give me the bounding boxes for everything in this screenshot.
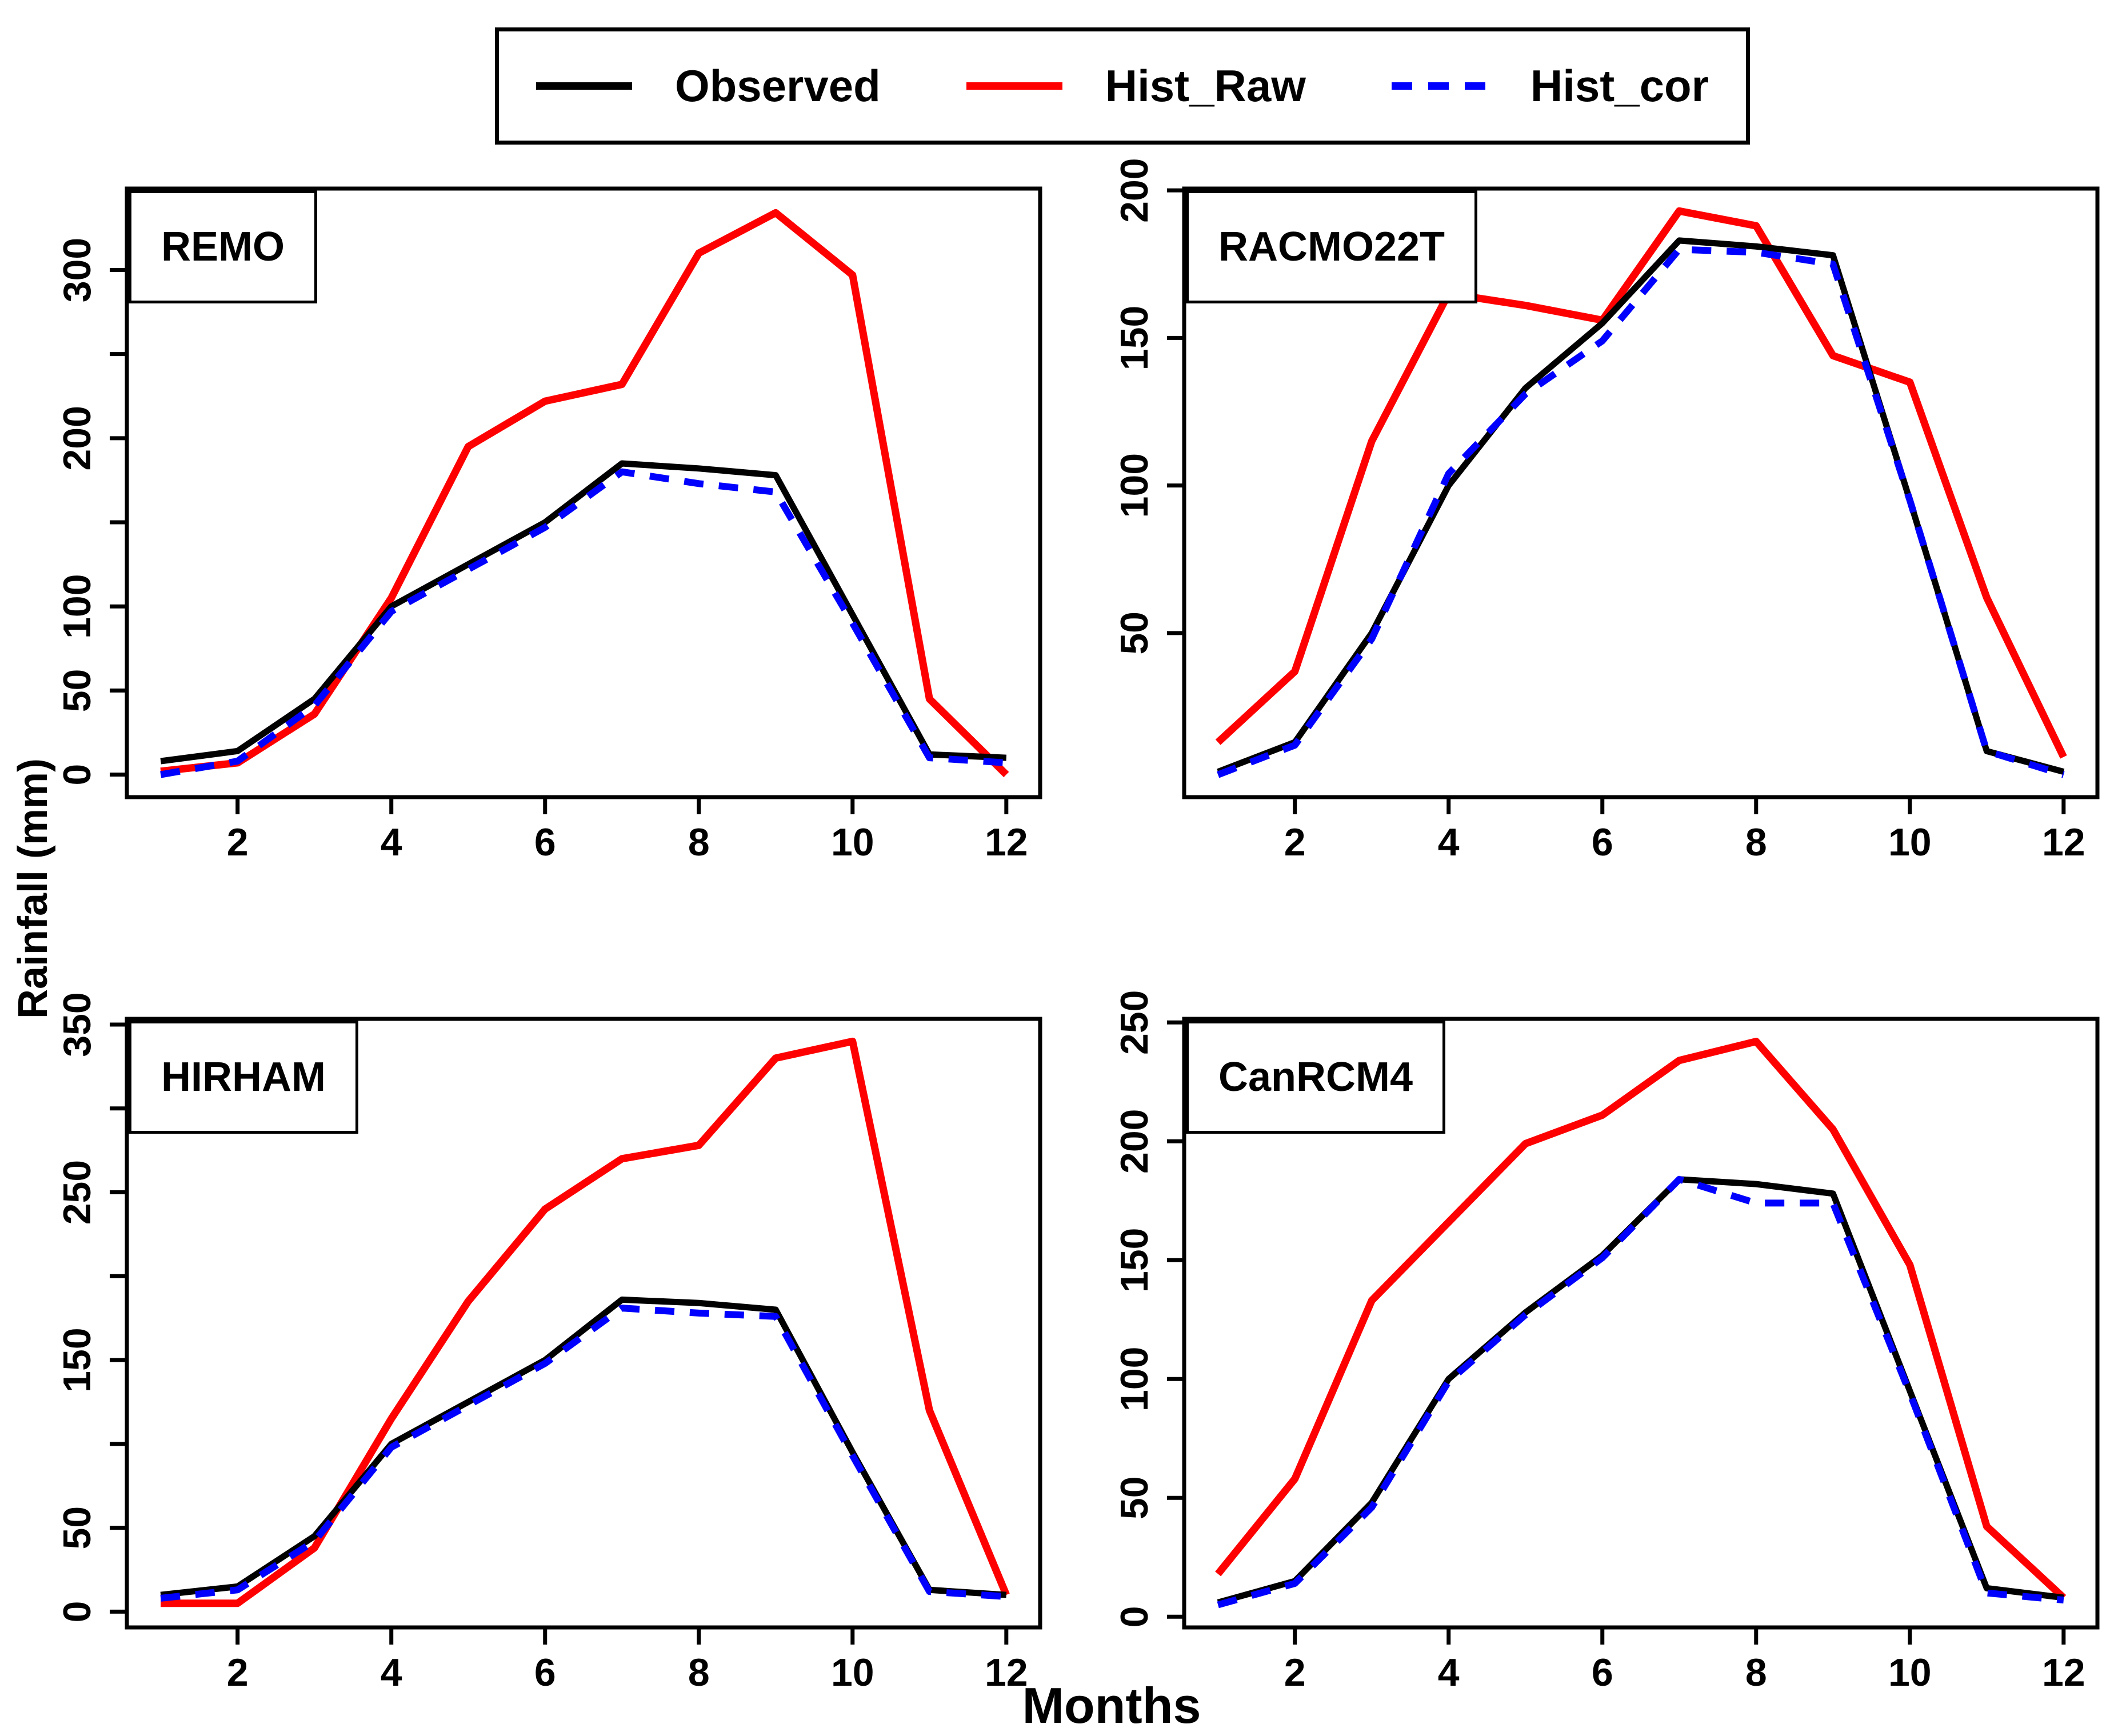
legend-item-hist-raw: Hist_Raw	[966, 60, 1306, 112]
y-tick-label: 250	[1113, 990, 1156, 1055]
plot-box	[125, 186, 1042, 799]
legend-item-observed: Observed	[536, 60, 881, 112]
x-axis-title: Months	[1022, 1677, 1201, 1734]
y-tick-label: 50	[1113, 611, 1156, 655]
y-tick-label: 350	[55, 992, 99, 1057]
x-tick-label: 12	[985, 1651, 1028, 1694]
series-line-observed	[1217, 237, 2065, 775]
x-tick-label: 6	[534, 1651, 556, 1694]
x-tick-label: 8	[1745, 821, 1767, 864]
x-tick-label: 4	[381, 821, 402, 864]
panel-title-canrcm4: CanRCM4	[1186, 1021, 1446, 1134]
x-tick-label: 8	[1745, 1651, 1767, 1694]
legend: Observed Hist_Raw Hist_cor	[495, 27, 1750, 145]
panel-canrcm4: 2 4 6 8 10 12 0 50 100 150 200 250	[1113, 990, 2100, 1694]
y-tick-label: 150	[55, 1327, 99, 1392]
plot-box	[1182, 1017, 2100, 1630]
hist-raw-line-sample-icon	[966, 82, 1062, 90]
x-tick-label: 2	[227, 1651, 249, 1694]
x-tick-label: 4	[1438, 821, 1460, 864]
x-tick-label: 8	[688, 821, 710, 864]
legend-item-hist-cor: Hist_cor	[1391, 60, 1709, 112]
x-tick-label: 10	[831, 821, 874, 864]
x-tick-label: 4	[1438, 1651, 1460, 1694]
x-tick-label: 12	[2042, 1651, 2085, 1694]
x-tick-label: 2	[1284, 821, 1306, 864]
x-tick-label: 10	[1888, 821, 1932, 864]
series-line-observed	[160, 460, 1007, 765]
series-line-hist_cor	[160, 468, 1007, 778]
x-tick-label: 10	[1888, 1651, 1932, 1694]
panel-hirham: 2 4 6 8 10 12 0 50 150 250 350	[55, 992, 1042, 1694]
y-tick-label: 200	[55, 406, 99, 470]
y-tick-label: 100	[1113, 1347, 1156, 1411]
x-tick-label: 4	[381, 1651, 402, 1694]
x-tick-label: 6	[534, 821, 556, 864]
series-line-hist_raw	[1215, 1038, 2067, 1601]
hist-cor-line-sample-icon	[1391, 82, 1488, 90]
panel-racmo22t: 2 4 6 8 10 12 50 100 150 200	[1113, 158, 2100, 864]
y-tick-label: 200	[1113, 1109, 1156, 1174]
series-line-hist_raw	[161, 1037, 1010, 1607]
legend-label-hist-cor: Hist_cor	[1530, 61, 1709, 111]
y-tick-label: 150	[1113, 1228, 1156, 1293]
x-tick-label: 2	[227, 821, 249, 864]
y-tick-label: 0	[1113, 1606, 1156, 1627]
y-tick-label: 0	[55, 1601, 99, 1622]
y-tick-label: 100	[55, 574, 99, 638]
y-tick-label: 100	[1113, 453, 1156, 518]
y-tick-label: 50	[55, 669, 99, 713]
plot-box	[125, 1017, 1042, 1630]
legend-label-observed: Observed	[674, 61, 881, 111]
x-tick-label: 6	[1592, 821, 1613, 864]
series-line-hist_cor	[160, 1305, 1007, 1602]
observed-line-sample-icon	[536, 82, 632, 90]
y-tick-label: 150	[1113, 306, 1156, 370]
y-tick-label: 250	[55, 1160, 99, 1225]
series-line-observed	[1217, 1176, 2064, 1606]
y-tick-label: 50	[1113, 1476, 1156, 1519]
x-tick-label: 6	[1592, 1651, 1613, 1694]
x-tick-label: 12	[985, 821, 1028, 864]
y-tick-label: 200	[1113, 158, 1156, 222]
x-tick-label: 12	[2042, 821, 2085, 864]
panel-title-hirham: HIRHAM	[129, 1021, 358, 1134]
series-line-hist_cor	[1217, 246, 2065, 778]
y-tick-label: 300	[55, 238, 99, 302]
y-tick-label: 0	[55, 764, 99, 786]
series-line-hist_cor	[1217, 1175, 2064, 1609]
panel-title-remo: REMO	[129, 190, 317, 303]
y-tick-label: 50	[55, 1506, 99, 1550]
y-axis-title: Rainfall (mm)	[10, 758, 56, 1019]
legend-label-hist-raw: Hist_Raw	[1105, 61, 1306, 111]
plot-box	[1182, 186, 2100, 799]
series-line-hist_raw	[1215, 207, 2067, 759]
series-line-hist_raw	[160, 209, 1009, 778]
x-tick-label: 2	[1284, 1651, 1306, 1694]
series-line-observed	[160, 1296, 1007, 1598]
panel-remo: 2 4 6 8 10 12 0 50 100 200 300	[55, 186, 1042, 864]
x-tick-label: 10	[831, 1651, 874, 1694]
x-tick-label: 8	[688, 1651, 710, 1694]
panel-title-racmo22t: RACMO22T	[1186, 190, 1478, 303]
